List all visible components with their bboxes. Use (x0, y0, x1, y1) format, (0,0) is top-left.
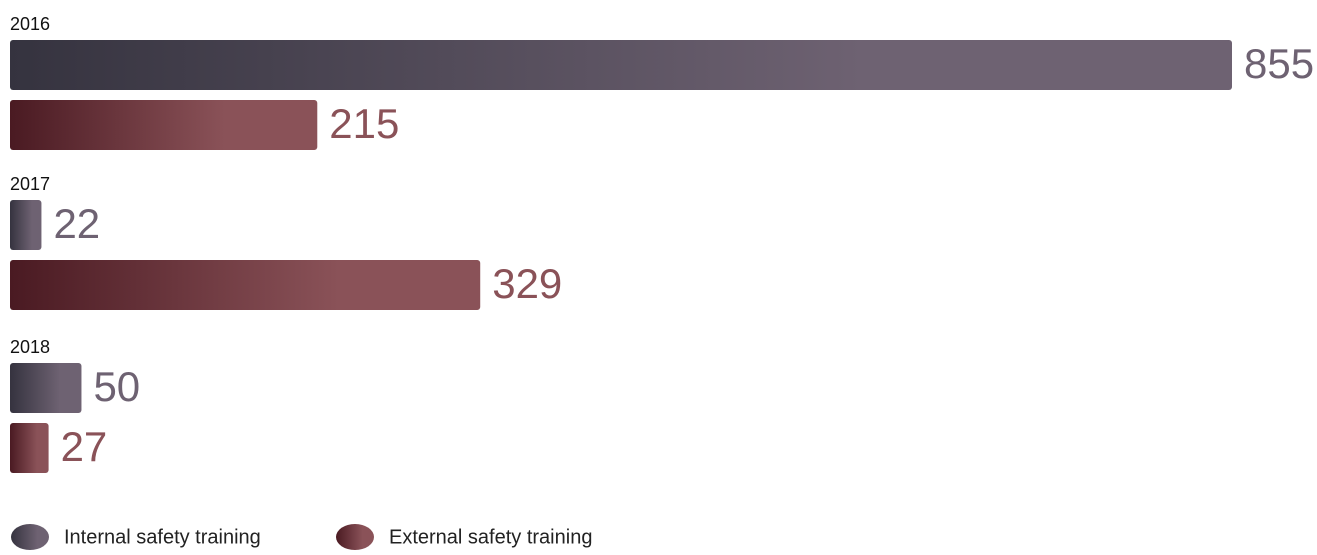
bar (10, 423, 49, 473)
bar (10, 40, 1232, 90)
category-label: 2017 (10, 174, 50, 194)
value-label: 329 (492, 260, 562, 307)
legend-label: Internal safety training (64, 526, 261, 548)
legend-swatch (336, 524, 374, 550)
bar (10, 200, 42, 250)
bar (10, 363, 82, 413)
legend-swatch (11, 524, 49, 550)
category-label: 2018 (10, 337, 50, 357)
legend-label: External safety training (389, 526, 592, 548)
value-label: 22 (53, 200, 100, 247)
value-label: 50 (93, 363, 140, 410)
category-label: 2016 (10, 14, 50, 34)
value-label: 215 (329, 100, 399, 147)
bar (10, 100, 318, 150)
value-label: 855 (1244, 40, 1314, 87)
bar (10, 260, 481, 310)
value-label: 27 (61, 423, 108, 470)
